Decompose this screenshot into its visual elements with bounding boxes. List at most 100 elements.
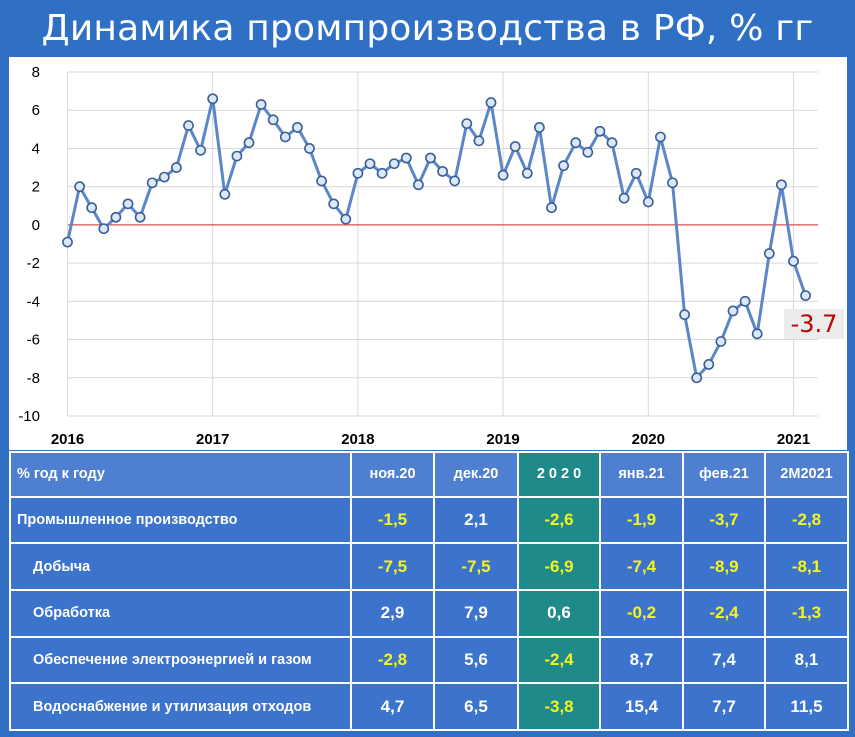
- y-tick-label: 0: [32, 217, 40, 234]
- data-point: [195, 144, 206, 156]
- table-cell: -2,8: [350, 635, 435, 685]
- data-point: [279, 131, 291, 143]
- data-point: [219, 188, 231, 200]
- data-point: [328, 198, 340, 210]
- data-point: [679, 309, 690, 321]
- header-label: % год к году: [9, 451, 352, 498]
- y-tick-label: 2: [32, 179, 40, 196]
- row-label: Промышленное производство: [9, 495, 352, 545]
- data-point: [412, 179, 424, 191]
- row-label: Обеспечение электроэнергией и газом: [9, 635, 352, 685]
- line-chart: 8 6 4 2 0 -2 -4 -6 -8 -10 2016 2017 2018 2019 2020 2021…: [18, 64, 844, 448]
- table-cell: -6,9: [517, 542, 601, 591]
- data-point: [183, 120, 194, 131]
- data-point: [461, 118, 473, 129]
- data-point: [570, 137, 582, 149]
- data-table: % год к году ноя.20 дек.20 2 0 2 0 янв.21 фев…: [9, 451, 849, 731]
- data-point: [74, 181, 85, 193]
- data-point: [606, 137, 618, 149]
- table-cell: 8,7: [599, 635, 684, 685]
- table-row: Обработка 2,9 7,9 0,6 -0,2 -2,4 -1,3: [9, 588, 849, 638]
- data-point: [243, 137, 255, 149]
- row-label: Обработка: [9, 588, 352, 638]
- table-cell: -2,4: [517, 635, 601, 685]
- data-point: [122, 198, 134, 210]
- table-row: Промышленное производство -1,5 2,1 -2,6 -1,9…: [9, 495, 849, 545]
- data-point: [497, 169, 509, 181]
- table-cell: 11,5: [764, 682, 849, 731]
- data-point: [110, 211, 122, 223]
- data-point: [667, 177, 678, 189]
- data-point: [594, 125, 606, 137]
- data-point: [86, 202, 98, 214]
- table-cell: -1,9: [599, 495, 684, 545]
- column-header: фев.21: [682, 451, 766, 498]
- table-cell: -8,1: [764, 542, 849, 591]
- data-point: [582, 146, 594, 158]
- data-point: [521, 167, 533, 179]
- table-cell: 6,5: [433, 682, 519, 731]
- table-cell: -8,9: [682, 542, 766, 591]
- x-tick-label: 2020: [632, 431, 665, 448]
- data-point: [800, 290, 811, 301]
- table-cell: 7,7: [682, 682, 766, 731]
- table-cell: -7,4: [599, 542, 684, 591]
- data-point: [425, 152, 436, 164]
- x-tick-label: 2019: [486, 431, 519, 448]
- data-point: [727, 305, 739, 317]
- data-point: [62, 236, 73, 248]
- series-line: [66, 97, 808, 380]
- data-point: [134, 211, 146, 223]
- x-tick-label: 2018: [341, 431, 374, 448]
- table-cell: -3,8: [517, 682, 601, 731]
- data-point: [388, 158, 400, 170]
- data-point: [449, 175, 461, 187]
- table-cell: 7,4: [682, 635, 766, 685]
- table-cell: 0,6: [517, 588, 601, 638]
- chart-panel: 8 6 4 2 0 -2 -4 -6 -8 -10 2016 2017 2018 2019 2020 2021…: [9, 57, 847, 450]
- data-point: [691, 372, 703, 384]
- y-tick-label: -10: [18, 408, 40, 425]
- data-point: [776, 179, 787, 191]
- data-point: [546, 202, 557, 214]
- table-cell: -3,7: [682, 495, 766, 545]
- column-header: ноя.20: [350, 451, 435, 498]
- last-value-label: -3.7: [791, 310, 838, 338]
- data-point: [655, 131, 666, 143]
- table-cell: 5,6: [433, 635, 519, 685]
- table-row: Водоснабжение и утилизация отходов 4,7 6,5…: [9, 682, 849, 731]
- y-tick-label: 4: [32, 140, 40, 157]
- data-point: [364, 158, 376, 170]
- data-point: [340, 213, 352, 225]
- y-tick-label: 8: [32, 64, 40, 81]
- data-point: [231, 150, 243, 162]
- table-cell: -7,5: [350, 542, 435, 591]
- table-row: Добыча -7,5 -7,5 -6,9 -7,4 -8,9 -8,1: [9, 542, 849, 591]
- data-point: [352, 167, 364, 179]
- table-cell: -2,6: [517, 495, 601, 545]
- data-point: [751, 328, 763, 340]
- data-point: [304, 143, 315, 154]
- data-point: [763, 248, 775, 259]
- row-label: Водоснабжение и утилизация отходов: [9, 682, 352, 731]
- data-point: [170, 162, 182, 173]
- table-cell: 2,9: [350, 588, 435, 638]
- y-tick-label: -6: [27, 332, 40, 349]
- data-point: [473, 135, 485, 147]
- data-point: [642, 196, 654, 208]
- table-cell: 4,7: [350, 682, 435, 731]
- data-point: [146, 177, 158, 189]
- column-header: дек.20: [433, 451, 519, 498]
- data-point: [98, 223, 110, 235]
- data-point: [158, 171, 170, 183]
- table-row: Обеспечение электроэнергией и газом -2,8 5…: [9, 635, 849, 685]
- y-tick-label: -8: [27, 370, 40, 387]
- page-title: Динамика промпроизводства в РФ, % гг: [41, 8, 814, 49]
- data-point: [739, 295, 751, 307]
- column-header: 2М2021: [764, 451, 849, 498]
- data-point: [630, 167, 642, 179]
- data-point: [558, 160, 569, 172]
- x-tick-label: 2016: [51, 431, 84, 448]
- data-point: [509, 141, 521, 152]
- data-point: [788, 255, 799, 267]
